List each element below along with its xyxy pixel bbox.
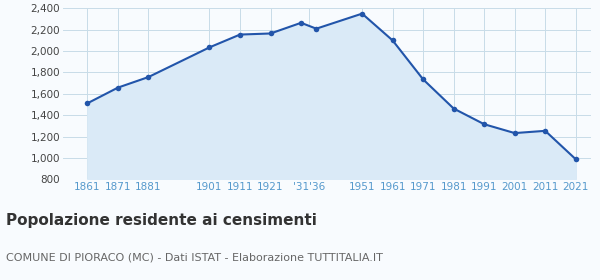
Point — [311, 26, 321, 31]
Point — [571, 157, 581, 162]
Point — [418, 77, 428, 82]
Point — [449, 106, 458, 111]
Point — [357, 11, 367, 16]
Point — [388, 38, 397, 43]
Point — [510, 131, 520, 135]
Point — [83, 101, 92, 106]
Point — [113, 85, 123, 90]
Point — [541, 129, 550, 133]
Point — [143, 75, 153, 79]
Point — [479, 122, 489, 127]
Point — [296, 20, 306, 25]
Point — [235, 32, 245, 37]
Point — [205, 45, 214, 50]
Text: Popolazione residente ai censimenti: Popolazione residente ai censimenti — [6, 213, 317, 228]
Point — [266, 31, 275, 36]
Text: COMUNE DI PIORACO (MC) - Dati ISTAT - Elaborazione TUTTITALIA.IT: COMUNE DI PIORACO (MC) - Dati ISTAT - El… — [6, 252, 383, 262]
